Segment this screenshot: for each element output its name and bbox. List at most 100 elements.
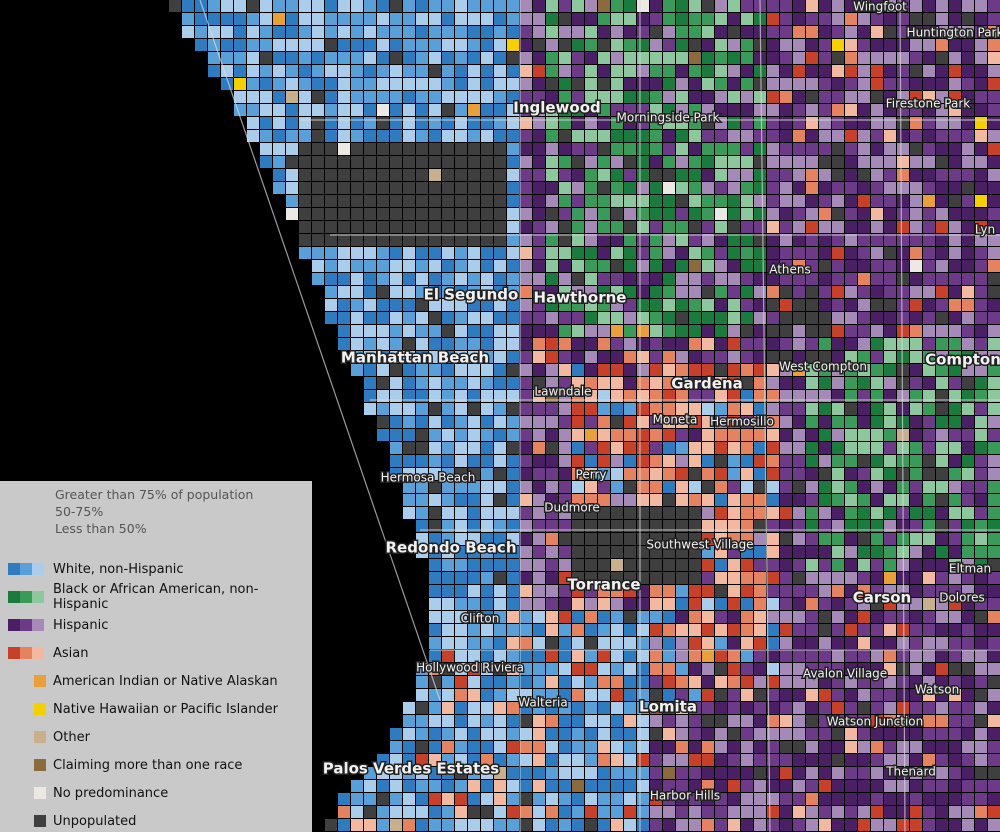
block	[520, 104, 532, 116]
block	[611, 481, 623, 493]
block	[403, 117, 415, 129]
block	[585, 520, 597, 532]
block	[949, 351, 961, 363]
block	[364, 39, 376, 51]
block	[520, 663, 532, 675]
block	[442, 429, 454, 441]
block	[403, 702, 415, 714]
block	[481, 650, 493, 662]
block	[715, 767, 727, 779]
block	[494, 117, 506, 129]
block	[598, 286, 610, 298]
block	[286, 182, 298, 194]
block	[663, 0, 675, 12]
block	[975, 702, 987, 714]
place-label: Avalon Village	[803, 667, 887, 681]
block	[416, 728, 428, 740]
block	[546, 312, 558, 324]
block	[741, 468, 753, 480]
block	[910, 91, 922, 103]
block	[767, 624, 779, 636]
block	[533, 78, 545, 90]
block	[871, 195, 883, 207]
block	[923, 455, 935, 467]
block	[481, 234, 493, 246]
block	[494, 208, 506, 220]
block	[429, 52, 441, 64]
block	[351, 299, 363, 311]
block	[910, 65, 922, 77]
block	[793, 676, 805, 688]
block	[793, 78, 805, 90]
block	[884, 715, 896, 727]
block	[624, 533, 636, 545]
block	[481, 130, 493, 142]
block	[455, 325, 467, 337]
block	[988, 13, 1000, 25]
block	[819, 637, 831, 649]
block	[754, 182, 766, 194]
block	[793, 65, 805, 77]
block	[520, 416, 532, 428]
block	[572, 533, 584, 545]
block	[806, 780, 818, 792]
block	[923, 481, 935, 493]
block	[455, 585, 467, 597]
block	[780, 156, 792, 168]
block	[832, 455, 844, 467]
block	[884, 650, 896, 662]
block	[689, 78, 701, 90]
block	[390, 169, 402, 181]
block	[351, 351, 363, 363]
block	[910, 221, 922, 233]
block	[533, 533, 545, 545]
block	[845, 91, 857, 103]
block	[546, 221, 558, 233]
block	[767, 221, 779, 233]
block	[507, 130, 519, 142]
block	[520, 572, 532, 584]
block	[767, 650, 779, 662]
block	[923, 208, 935, 220]
block	[533, 663, 545, 675]
block	[949, 260, 961, 272]
block	[949, 403, 961, 415]
block	[416, 741, 428, 753]
block	[715, 741, 727, 753]
block	[897, 273, 909, 285]
block	[923, 182, 935, 194]
block	[559, 793, 571, 805]
block	[611, 520, 623, 532]
block	[663, 754, 675, 766]
block	[650, 403, 662, 415]
block	[429, 13, 441, 25]
block	[754, 429, 766, 441]
legend-label: Hispanic	[53, 617, 109, 633]
block	[845, 130, 857, 142]
block	[741, 13, 753, 25]
block	[663, 455, 675, 467]
block	[572, 741, 584, 753]
block	[442, 156, 454, 168]
block	[221, 52, 233, 64]
block	[676, 156, 688, 168]
block	[650, 13, 662, 25]
block	[689, 598, 701, 610]
block	[637, 65, 649, 77]
block	[884, 689, 896, 701]
block	[754, 559, 766, 571]
block	[624, 546, 636, 558]
block	[741, 611, 753, 623]
block	[780, 793, 792, 805]
block	[780, 728, 792, 740]
block	[611, 624, 623, 636]
block	[676, 507, 688, 519]
block	[819, 611, 831, 623]
block	[715, 572, 727, 584]
block	[299, 39, 311, 51]
block	[702, 247, 714, 259]
block	[975, 598, 987, 610]
block	[338, 793, 350, 805]
block	[741, 689, 753, 701]
block	[403, 767, 415, 779]
